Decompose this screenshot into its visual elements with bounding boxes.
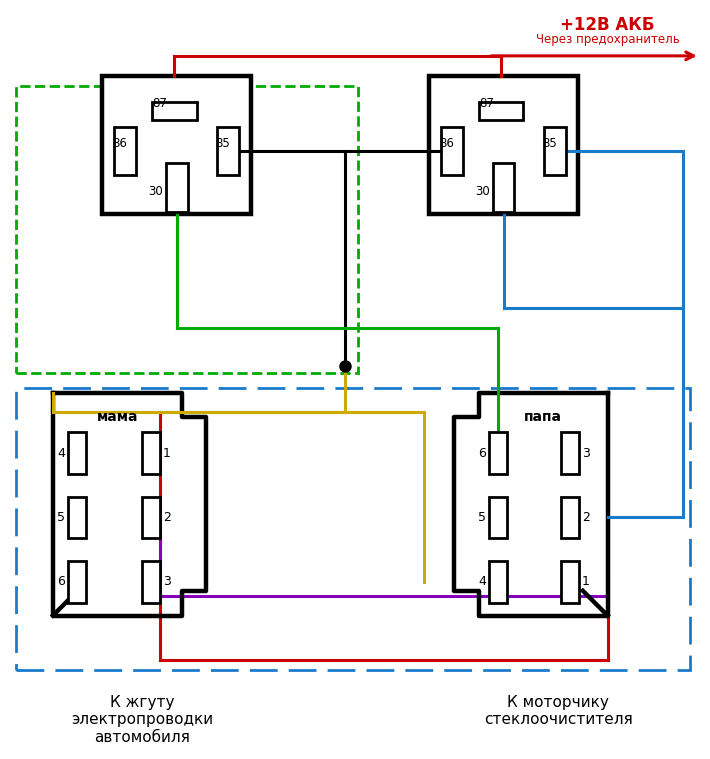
Text: 85: 85: [542, 137, 557, 150]
Text: 86: 86: [439, 137, 454, 150]
Text: +12В АКБ: +12В АКБ: [560, 16, 655, 34]
Bar: [441, 128, 463, 175]
Bar: [16, 86, 358, 373]
Bar: [430, 76, 578, 214]
Bar: [561, 433, 579, 474]
Text: 3: 3: [163, 575, 170, 588]
Bar: [217, 128, 239, 175]
Bar: [102, 76, 251, 214]
Text: 6: 6: [57, 575, 65, 588]
Text: 2: 2: [581, 511, 590, 524]
Bar: [142, 496, 160, 538]
Text: 5: 5: [478, 511, 486, 524]
Bar: [114, 128, 136, 175]
Text: 30: 30: [475, 184, 490, 197]
Text: 4: 4: [57, 446, 65, 460]
Text: 86: 86: [112, 137, 127, 150]
Bar: [561, 496, 579, 538]
Bar: [67, 496, 86, 538]
Bar: [488, 561, 506, 603]
Text: папа: папа: [524, 411, 562, 424]
Bar: [142, 433, 160, 474]
Bar: [544, 128, 566, 175]
Bar: [488, 496, 506, 538]
Text: 1: 1: [581, 575, 590, 588]
Bar: [67, 561, 86, 603]
Bar: [16, 388, 690, 670]
Bar: [479, 102, 523, 120]
Text: 3: 3: [581, 446, 590, 460]
Text: 87: 87: [152, 97, 167, 111]
Text: 87: 87: [479, 97, 493, 111]
Text: К моторчику
стеклоочистителя: К моторчику стеклоочистителя: [484, 694, 633, 727]
Bar: [166, 163, 187, 213]
Bar: [142, 561, 160, 603]
Text: 4: 4: [478, 575, 486, 588]
Bar: [67, 433, 86, 474]
Text: 6: 6: [478, 446, 486, 460]
Text: 2: 2: [163, 511, 170, 524]
Text: 85: 85: [215, 137, 230, 150]
Bar: [152, 102, 197, 120]
Bar: [488, 433, 506, 474]
Text: 1: 1: [163, 446, 170, 460]
Text: 5: 5: [57, 511, 65, 524]
Bar: [493, 163, 515, 213]
Text: Через предохранитель: Через предохранитель: [536, 33, 679, 46]
Text: К жгуту
электропроводки
автомобиля: К жгуту электропроводки автомобиля: [71, 694, 213, 745]
Bar: [561, 561, 579, 603]
Text: мама: мама: [97, 411, 138, 424]
Text: 30: 30: [148, 184, 163, 197]
